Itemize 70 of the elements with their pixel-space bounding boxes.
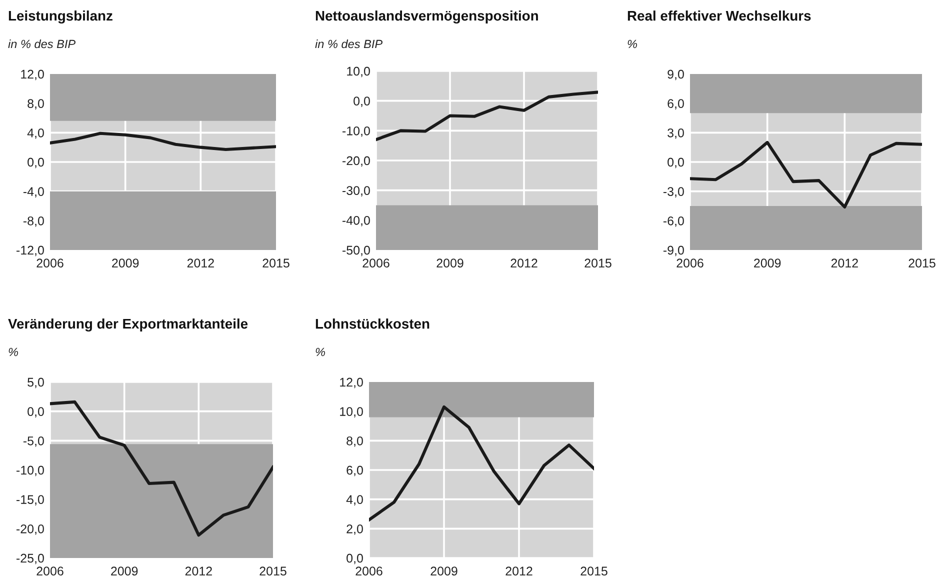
- line-series: [369, 405, 594, 522]
- x-tick-label: 2006: [36, 258, 64, 268]
- y-tick-label: -25,0: [16, 554, 44, 564]
- x-tick-label: 2009: [430, 566, 458, 576]
- y-tick-label: 0,0: [668, 158, 684, 168]
- y-tick-label: 0,0: [354, 96, 370, 107]
- x-tick-label: 2012: [187, 258, 214, 268]
- chart-title: Leistungsbilanz: [8, 10, 112, 24]
- chart-title: Nettoauslandsvermögensposition: [316, 10, 538, 24]
- x-tick-label: 2015: [584, 258, 612, 268]
- y-tick-label: 12,0: [340, 378, 363, 388]
- chart-subtitle: %: [316, 348, 325, 356]
- y-tick-label: 6,0: [668, 99, 684, 110]
- y-tick-label: 6,0: [346, 466, 363, 476]
- y-tick-label: 8,0: [346, 436, 363, 447]
- y-tick-label: 8,0: [28, 99, 44, 110]
- x-tick-label: 2006: [676, 258, 704, 268]
- y-tick-label: -6,0: [663, 216, 684, 227]
- x-tick-label: 2012: [831, 258, 858, 268]
- y-tick-label: -3,0: [663, 187, 684, 198]
- x-tick-label: 2009: [436, 258, 464, 268]
- x-tick-label: 2015: [260, 566, 286, 576]
- y-tick-label: 10,0: [340, 407, 363, 418]
- y-tick-label: 4,0: [27, 128, 44, 139]
- x-tick-label: 2006: [356, 566, 382, 576]
- y-tick-label: 0,0: [28, 158, 44, 168]
- chart-title: Lohnstückkosten: [316, 318, 430, 329]
- y-tick-label: 9,0: [668, 70, 684, 80]
- line-series: [690, 140, 922, 209]
- y-tick-label: 5,0: [28, 378, 44, 388]
- y-tick-label: -30,0: [342, 186, 370, 196]
- x-tick-label: 2015: [262, 258, 290, 268]
- x-tick-label: 2015: [908, 258, 936, 268]
- y-tick-label: 3,0: [668, 128, 684, 139]
- y-tick-label: -9,0: [663, 246, 684, 256]
- chart-subtitle: in % des BIP: [315, 40, 383, 48]
- y-tick-label: 4,0: [346, 495, 363, 506]
- y-tick-label: 12,0: [21, 70, 44, 80]
- chart-title: Real effektiver Wechselkurs: [628, 10, 811, 21]
- x-tick-label: 2012: [185, 566, 212, 576]
- x-tick-label: 2009: [112, 258, 139, 268]
- x-tick-label: 2006: [36, 566, 64, 576]
- line-series: [376, 90, 598, 142]
- y-tick-label: 0,0: [28, 407, 44, 418]
- y-tick-label: 0,0: [346, 554, 363, 564]
- y-tick-label: -12,0: [16, 246, 44, 256]
- x-tick-label: 2012: [510, 258, 538, 268]
- chart-subtitle: %: [8, 348, 18, 356]
- y-tick-label: -20,0: [16, 524, 44, 535]
- y-tick-label: -10,0: [16, 466, 44, 476]
- y-tick-label: -10,0: [342, 126, 370, 137]
- chart-subtitle: in % des BIP: [8, 40, 76, 48]
- y-tick-label: -50,0: [342, 246, 370, 256]
- y-tick-label: -5,0: [23, 436, 44, 447]
- line-series: [50, 132, 276, 152]
- x-tick-label: 2009: [754, 258, 781, 268]
- chart-subtitle: %: [628, 40, 637, 48]
- y-tick-label: -20,0: [342, 156, 370, 167]
- y-tick-label: -40,0: [342, 216, 370, 226]
- y-tick-label: 10,0: [347, 66, 370, 78]
- y-tick-label: 2,0: [346, 524, 363, 535]
- line-series: [50, 400, 273, 537]
- x-tick-label: 2006: [362, 258, 390, 268]
- y-tick-label: -15,0: [16, 495, 44, 506]
- x-tick-label: 2009: [111, 566, 138, 576]
- y-tick-label: -4,0: [23, 187, 44, 198]
- y-tick-label: -8,0: [23, 216, 44, 227]
- chart-title: Veränderung der Exportmarktanteile: [8, 318, 248, 332]
- x-tick-label: 2015: [580, 566, 608, 576]
- x-tick-label: 2012: [506, 566, 532, 576]
